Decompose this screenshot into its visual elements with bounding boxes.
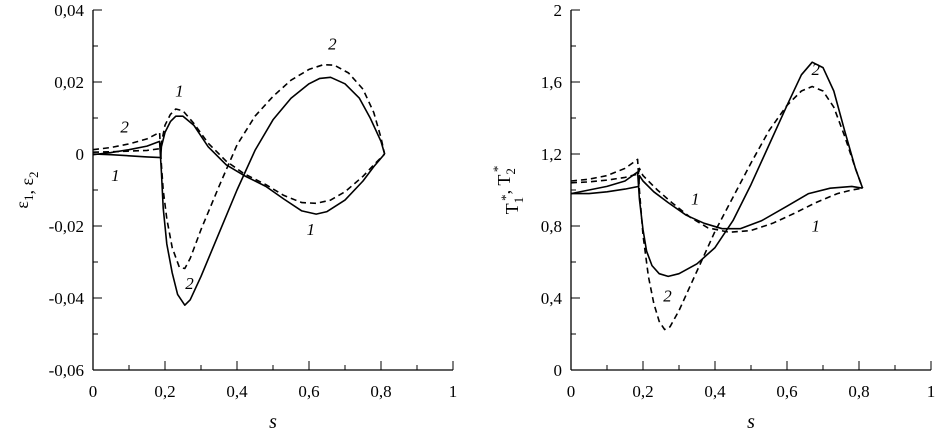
y-tick-label: 0 — [554, 361, 563, 380]
series-2-dashed — [92, 63, 386, 270]
x-tick-label: 1 — [449, 382, 458, 401]
series-2-solid — [92, 76, 386, 306]
curve-label: 1 — [175, 81, 184, 100]
y-tick-label: 1,6 — [541, 73, 562, 92]
x-tick-label: 0 — [567, 382, 576, 401]
curve-label: 2 — [185, 274, 194, 293]
y-tick-label: 0,04 — [54, 1, 84, 20]
series-1-dashed — [570, 167, 863, 234]
curve-label: 1 — [307, 220, 316, 239]
x-tick-label: 0,4 — [704, 382, 726, 401]
y-tick-label: 0,02 — [54, 73, 84, 92]
y-tick-label: 0,8 — [541, 217, 562, 236]
curve-label: 2 — [663, 287, 672, 306]
x-tick-label: 0,2 — [154, 382, 175, 401]
series-1-solid — [92, 115, 386, 215]
curve-label: 1 — [812, 216, 821, 235]
y-tick-label: 2 — [554, 1, 563, 20]
series-1-dashed — [92, 108, 386, 205]
x-tick-label: 0,4 — [226, 382, 248, 401]
curve-label: 1 — [111, 166, 120, 185]
x-tick-label: 0,2 — [632, 382, 653, 401]
series-2-solid — [570, 61, 864, 278]
chart-left-strain: 0 0,2 0,4 0,6 0,8 1 -0,06 -0,04 -0,02 0 0,02 0,04 s ε… — [12, 1, 457, 433]
y-tick-label: 0 — [76, 145, 85, 164]
y-axis-title: T1*, T2* — [490, 166, 526, 215]
x-tick-label: 0 — [89, 382, 98, 401]
y-axis-title: ε1, ε2 — [12, 171, 41, 208]
curve-label: 2 — [812, 60, 821, 79]
x-tick-label: 0,6 — [776, 382, 797, 401]
x-tick-label: 0,8 — [370, 382, 391, 401]
y-tick-label: 1,2 — [541, 145, 562, 164]
chart-right-tension: 0 0,2 0,4 0,6 0,8 1 0 0,4 0,8 1,2 1,6 2 s T1*, T2* 1 1 2… — [490, 1, 935, 433]
x-axis-title: s — [747, 411, 755, 433]
curve-label: 2 — [328, 35, 337, 54]
x-axis-title: s — [269, 411, 277, 433]
y-tick-label: 0,4 — [541, 289, 563, 308]
x-tick-label: 0,6 — [298, 382, 319, 401]
y-tick-label: -0,02 — [49, 217, 84, 236]
series-2-dashed — [570, 85, 864, 331]
x-tick-label: 1 — [927, 382, 936, 401]
y-tick-label: -0,06 — [49, 361, 84, 380]
curve-label: 1 — [691, 189, 700, 208]
y-tick-label: -0,04 — [49, 289, 85, 308]
curve-label: 2 — [120, 117, 129, 136]
x-tick-label: 0,8 — [848, 382, 869, 401]
series-1-solid — [571, 174, 863, 230]
